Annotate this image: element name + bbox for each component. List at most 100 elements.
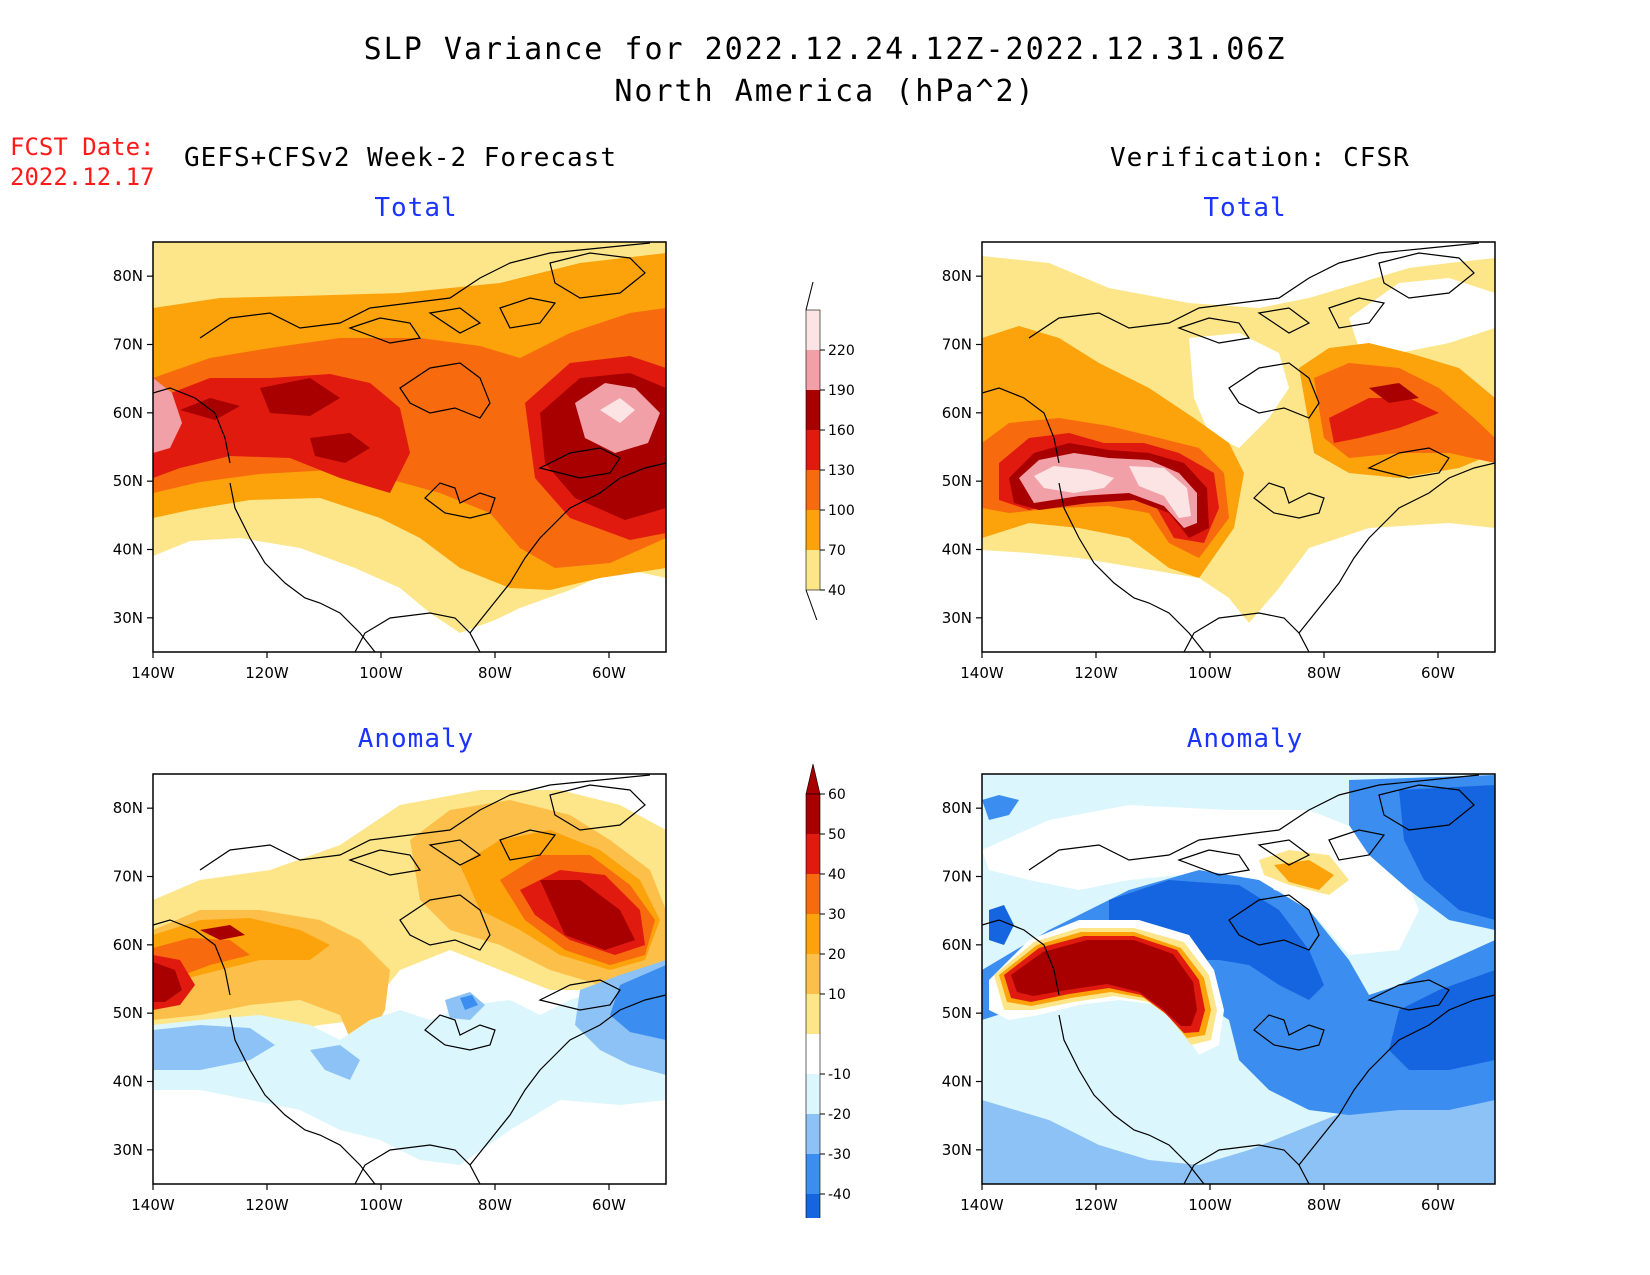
lat-tick-label: 70N — [113, 868, 143, 886]
axes-forecast-total: 80N 70N 60N 50N 40N 30N 140W 120W 100W 80W 60W — [113, 267, 626, 682]
lon-tick-label: 60W — [592, 664, 626, 682]
lon-tick-label: 120W — [245, 664, 289, 682]
colorbar-swatch — [806, 1194, 820, 1218]
colorbar-swatch — [806, 470, 820, 510]
lon-tick-label: 140W — [131, 664, 175, 682]
colorbar-anomaly: -40 -30 -20 -10 10 20 30 40 50 60 — [805, 763, 851, 1218]
colorbar-label: 30 — [828, 907, 846, 923]
lon-tick-label: 120W — [1074, 664, 1118, 682]
lon-tick-label: 80W — [1307, 1196, 1341, 1214]
forecast-label: GEFS+CFSv2 Week-2 Forecast — [184, 143, 617, 173]
lat-tick-label: 60N — [113, 936, 143, 954]
lon-tick-label: 60W — [1421, 1196, 1455, 1214]
lat-tick-label: 70N — [942, 336, 972, 354]
lat-tick-label: 50N — [113, 472, 143, 490]
colorbar-label: 10 — [828, 987, 846, 1003]
verification-label: Verification: CFSR — [1110, 143, 1410, 173]
lat-tick-label: 60N — [942, 936, 972, 954]
colorbar-swatch — [806, 1034, 820, 1074]
colorbar-swatch — [806, 1114, 820, 1154]
lat-tick-label: 30N — [113, 609, 143, 627]
lat-tick-label: 40N — [942, 1073, 972, 1091]
main-subtitle: North America (hPa^2) — [614, 74, 1036, 109]
lon-tick-label: 60W — [592, 1196, 626, 1214]
colorbar-swatch — [806, 1074, 820, 1114]
colorbar-swatch — [806, 390, 820, 430]
axes-verif-anomaly: 80N 70N 60N 50N 40N 30N 140W 120W 100W 80W 60W — [942, 799, 1455, 1214]
forecast-total-map: 80N 70N 60N 50N 40N 30N 140W 120W 100W 80W 60W — [113, 241, 667, 682]
map-frame — [152, 773, 667, 1185]
lat-tick-label: 40N — [113, 541, 143, 559]
lon-tick-label: 100W — [1188, 1196, 1232, 1214]
lat-tick-label: 30N — [113, 1141, 143, 1159]
lon-tick-label: 100W — [1188, 664, 1232, 682]
colorbar-swatch — [806, 310, 820, 350]
colorbar-swatch — [806, 550, 820, 590]
fcst-date-value: 2022.12.17 — [10, 163, 155, 191]
lat-tick-label: 70N — [113, 336, 143, 354]
lat-tick-label: 30N — [942, 609, 972, 627]
verif-total-map: 80N 70N 60N 50N 40N 30N 140W 120W 100W 80W 60W — [942, 241, 1496, 682]
colorbar-swatch — [806, 430, 820, 470]
lon-tick-label: 80W — [478, 1196, 512, 1214]
colorbar-label: 20 — [828, 947, 846, 963]
map-frame — [152, 241, 667, 653]
colorbar-swatch — [806, 834, 820, 874]
lat-tick-label: 80N — [942, 267, 972, 285]
colorbar-swatch — [806, 914, 820, 954]
lat-tick-label: 80N — [942, 799, 972, 817]
colorbar-label: 160 — [828, 423, 855, 439]
lon-tick-label: 60W — [1421, 664, 1455, 682]
colorbar-swatch — [806, 794, 820, 834]
fcst-date-label: FCST Date: — [10, 133, 155, 161]
colorbar-cap — [805, 281, 814, 311]
lon-tick-label: 120W — [1074, 1196, 1118, 1214]
forecast-anomaly-map: 80N 70N 60N 50N 40N 30N 140W 120W 100W 80W 60W — [113, 773, 667, 1214]
lat-tick-label: 30N — [942, 1141, 972, 1159]
lon-tick-label: 120W — [245, 1196, 289, 1214]
colorbar-label: 100 — [828, 503, 855, 519]
forecast-anom-title: Anomaly — [357, 724, 475, 754]
map-frame — [981, 241, 1496, 653]
colorbar-label: -40 — [828, 1187, 851, 1203]
colorbar-label: 50 — [828, 827, 846, 843]
colorbar-swatch — [806, 510, 820, 550]
colorbar-label: 40 — [828, 583, 846, 599]
verif-anomaly-map: 80N 70N 60N 50N 40N 30N 140W 120W 100W 80W 60W — [942, 773, 1496, 1214]
verif-total-title: Total — [1203, 193, 1287, 223]
lon-tick-label: 80W — [1307, 664, 1341, 682]
lat-tick-label: 80N — [113, 267, 143, 285]
lat-tick-label: 40N — [942, 541, 972, 559]
lat-tick-label: 60N — [942, 404, 972, 422]
colorbar-swatch — [806, 1154, 820, 1194]
colorbar-arrow-top — [805, 763, 821, 795]
colorbar-swatch — [806, 874, 820, 914]
colorbar-label: 220 — [828, 343, 855, 359]
lat-tick-label: 50N — [942, 472, 972, 490]
lon-tick-label: 140W — [960, 1196, 1004, 1214]
lon-tick-label: 100W — [359, 1196, 403, 1214]
lat-tick-label: 70N — [942, 868, 972, 886]
axes-forecast-anomaly: 80N 70N 60N 50N 40N 30N 140W 120W 100W 80W 60W — [113, 799, 626, 1214]
colorbar-label: -30 — [828, 1147, 851, 1163]
main-title: SLP Variance for 2022.12.24.12Z-2022.12.… — [363, 32, 1287, 67]
axes-verif-total: 80N 70N 60N 50N 40N 30N 140W 120W 100W 80W 60W — [942, 267, 1455, 682]
colorbar-swatch — [806, 994, 820, 1034]
verif-anom-title: Anomaly — [1186, 724, 1304, 754]
lon-tick-label: 80W — [478, 664, 512, 682]
colorbar-label: 190 — [828, 383, 855, 399]
colorbar-label: 70 — [828, 543, 846, 559]
colorbar-total: 40 70 100 130 160 190 220 — [805, 281, 855, 620]
lon-tick-label: 140W — [131, 1196, 175, 1214]
lat-tick-label: 80N — [113, 799, 143, 817]
colorbar-swatch — [806, 350, 820, 390]
colorbar-label: 40 — [828, 867, 846, 883]
colorbar-frame — [805, 793, 821, 1218]
forecast-total-title: Total — [374, 193, 458, 223]
lon-tick-label: 100W — [359, 664, 403, 682]
colorbar-cap — [805, 589, 818, 620]
colorbar-frame — [805, 309, 821, 591]
colorbar-label: -20 — [828, 1107, 851, 1123]
lat-tick-label: 40N — [113, 1073, 143, 1091]
colorbar-label: 130 — [828, 463, 855, 479]
